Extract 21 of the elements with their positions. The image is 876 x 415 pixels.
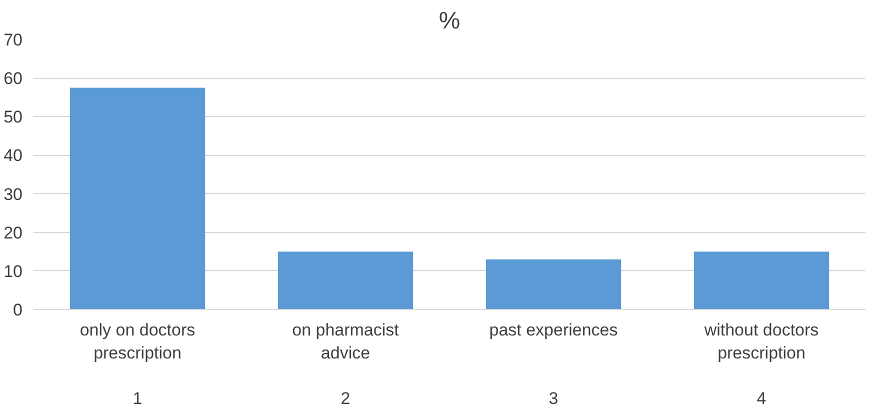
y-tick-label: 0 — [13, 300, 23, 320]
bar — [694, 252, 830, 310]
x-tick-label: on pharmacist advice — [292, 320, 400, 362]
text: 4 — [756, 388, 766, 408]
y-tick-label: 60 — [4, 69, 23, 88]
y-tick-label: 20 — [4, 223, 23, 242]
bar — [70, 88, 206, 310]
text: 3 — [548, 388, 558, 408]
text: 1 — [132, 388, 142, 408]
x-tick-label: without doctors prescription — [703, 320, 819, 362]
bar — [486, 259, 622, 310]
chart-title: % — [438, 8, 460, 34]
y-tick-label: 70 — [4, 30, 23, 50]
y-tick-label: 40 — [4, 146, 23, 166]
x-tick-label: past experiences — [489, 320, 618, 340]
y-tick-label: 50 — [4, 108, 23, 127]
text: 2 — [340, 388, 350, 408]
bar — [278, 252, 414, 310]
y-tick-label: 30 — [4, 184, 23, 204]
x-tick-label: only on doctors prescription — [80, 320, 196, 362]
y-tick-label: 10 — [4, 262, 23, 281]
